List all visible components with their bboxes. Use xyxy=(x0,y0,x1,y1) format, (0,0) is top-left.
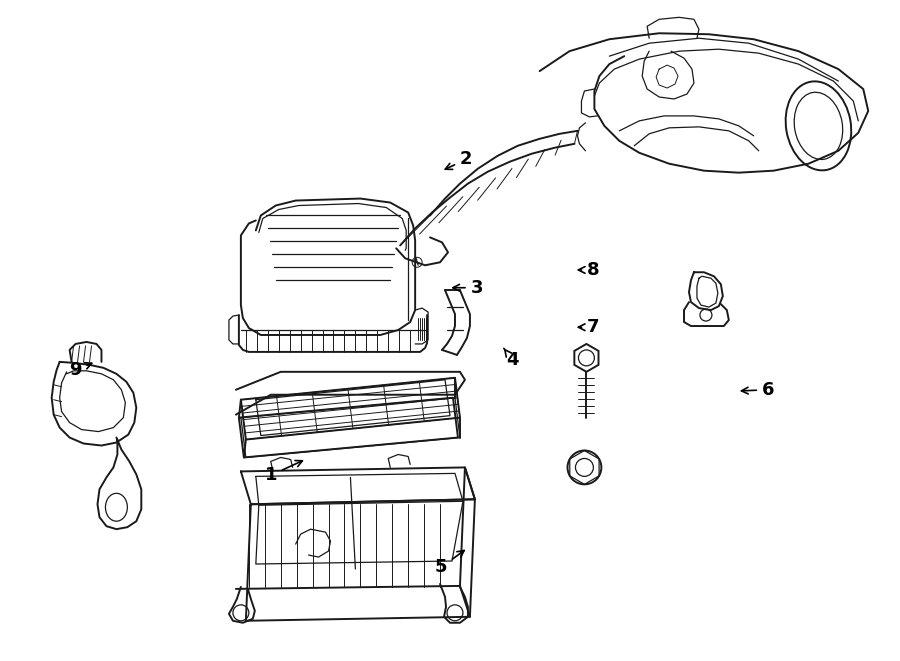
Text: 9: 9 xyxy=(69,361,92,379)
Text: 1: 1 xyxy=(265,461,302,485)
Text: 8: 8 xyxy=(579,261,599,279)
Text: 2: 2 xyxy=(446,150,472,169)
Text: 4: 4 xyxy=(504,348,519,369)
Text: 7: 7 xyxy=(579,318,599,336)
Text: 6: 6 xyxy=(742,381,774,399)
Text: 5: 5 xyxy=(435,551,464,576)
Text: 3: 3 xyxy=(453,279,483,297)
